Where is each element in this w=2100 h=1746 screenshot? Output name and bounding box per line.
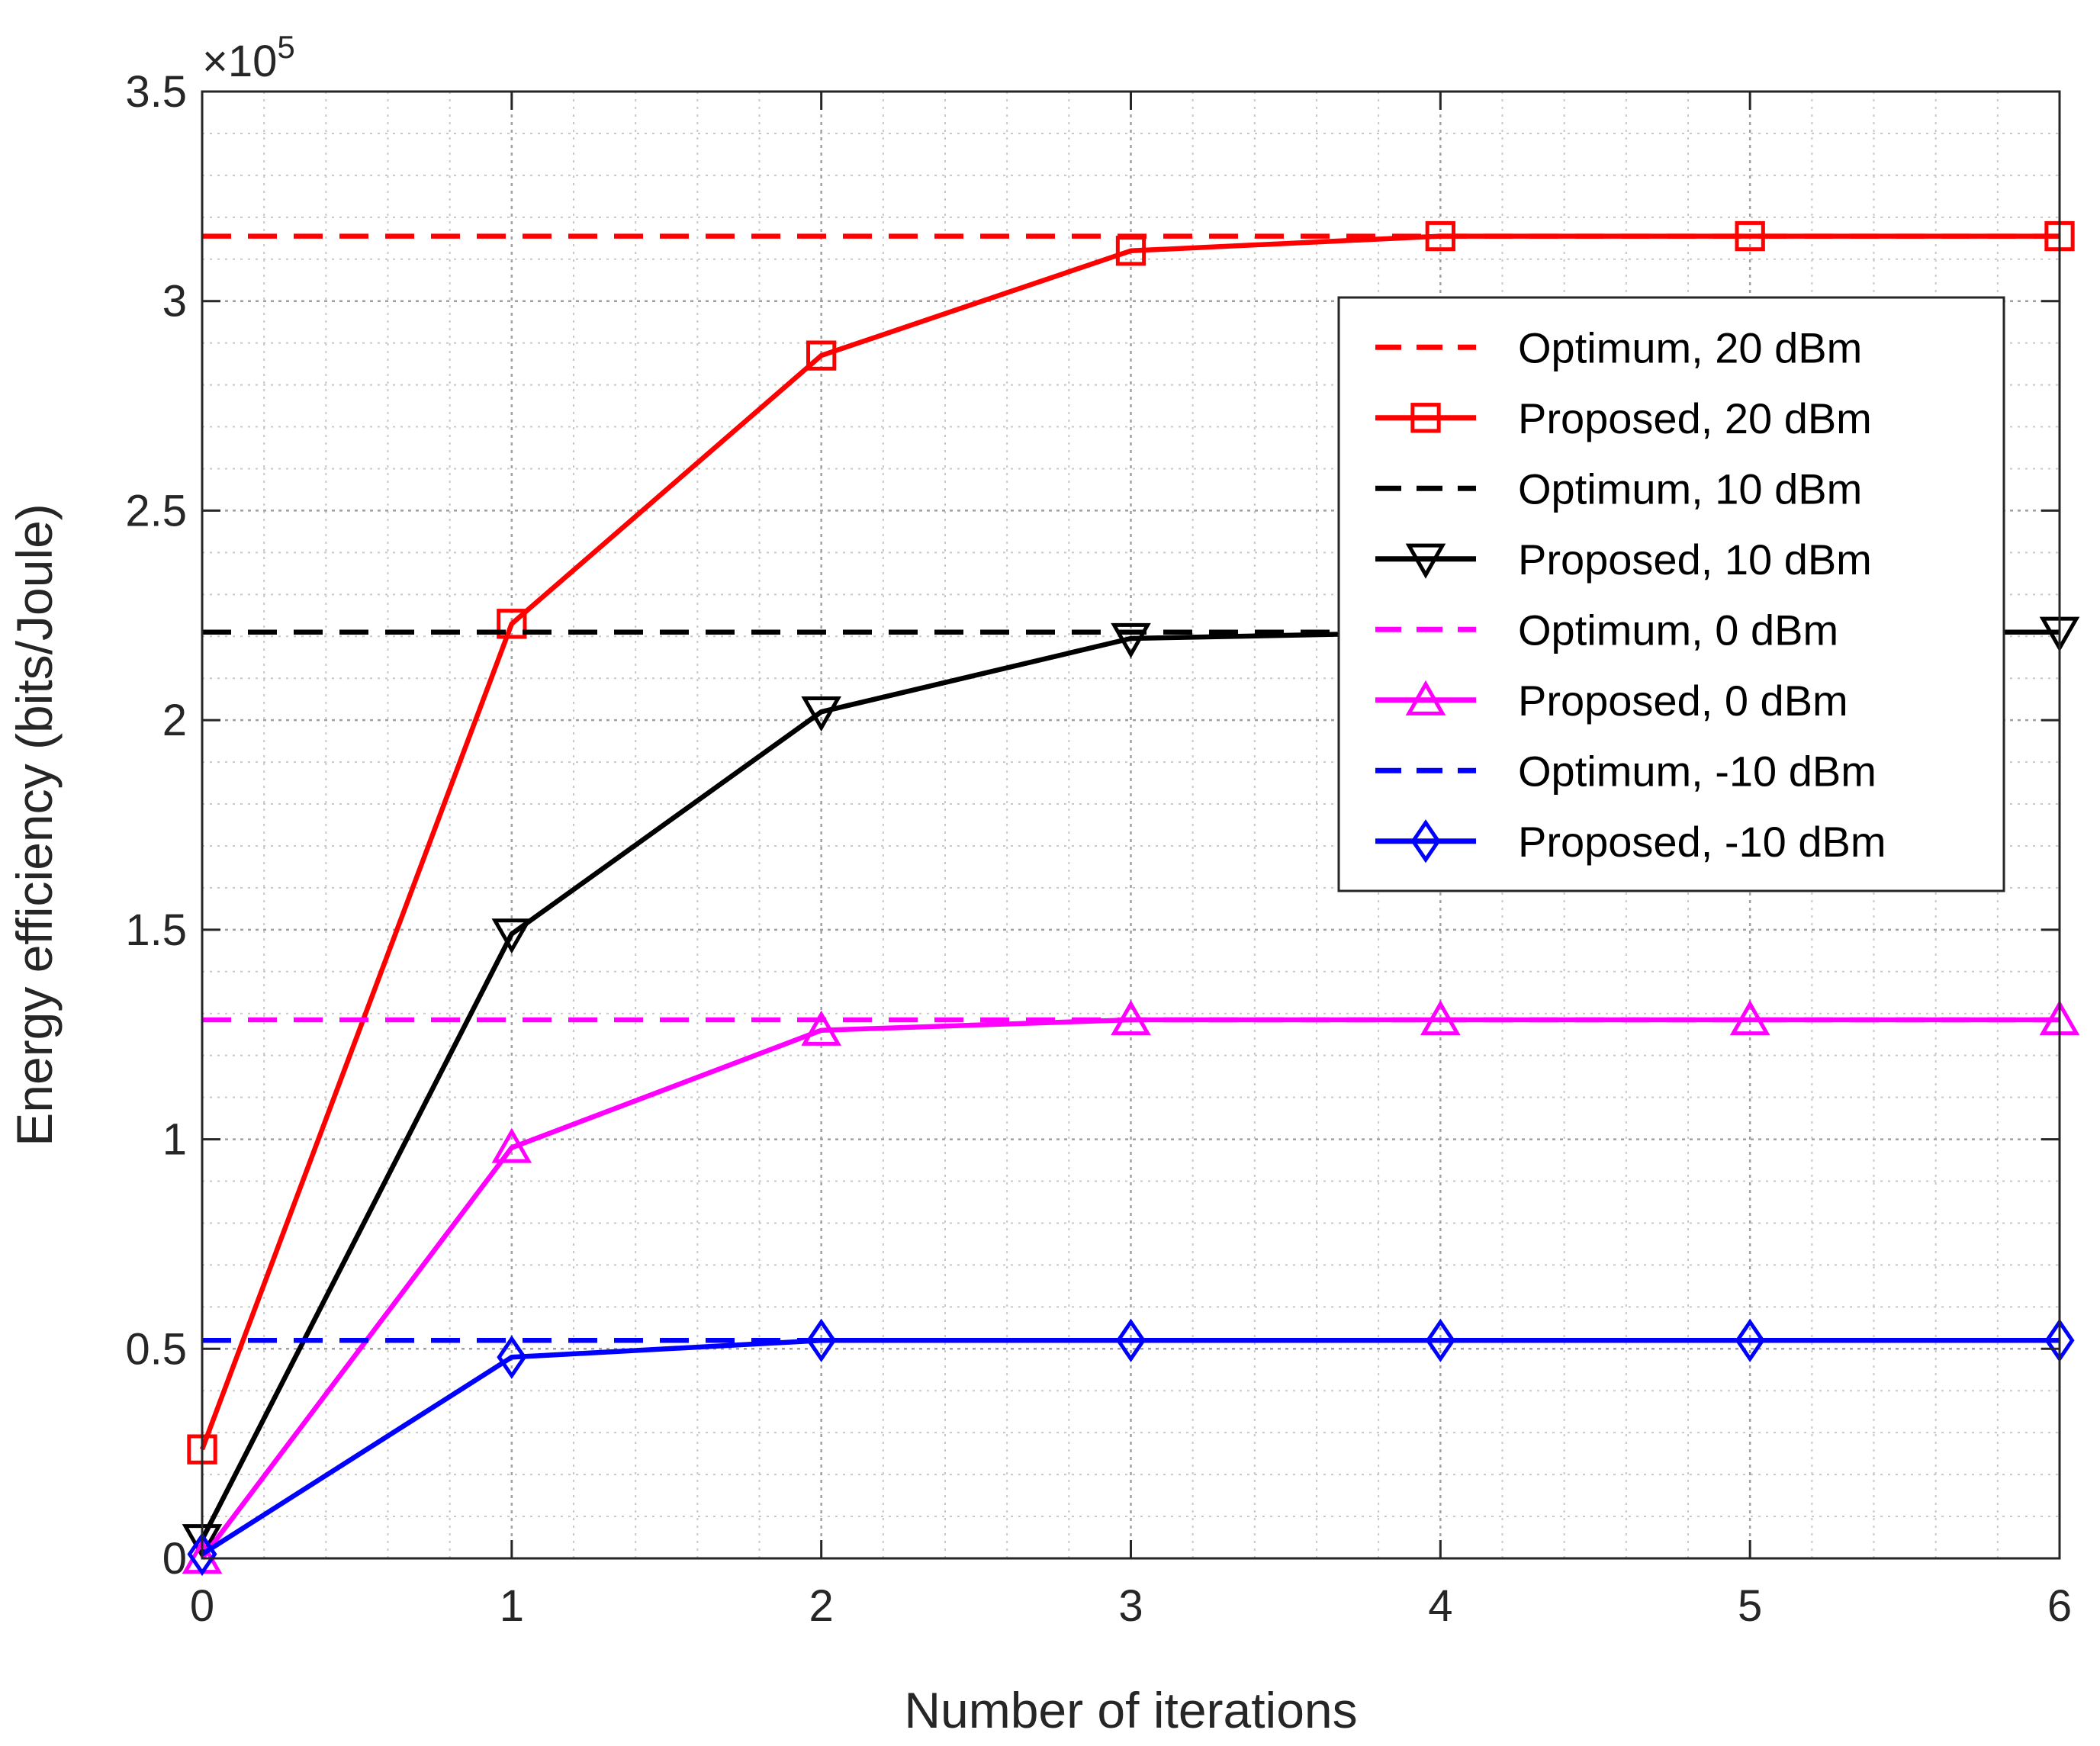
data-point-marker bbox=[187, 1532, 217, 1577]
y-tick-labels: 0 0.5 1 1.5 2 2.5 3 3.5 bbox=[125, 67, 187, 1584]
legend-label: Optimum, -10 dBm bbox=[1518, 747, 1876, 795]
data-point-marker bbox=[491, 1127, 532, 1163]
series-layer bbox=[182, 220, 2080, 1577]
y-multiplier-exponent: 5 bbox=[277, 29, 294, 65]
y-axis-multiplier: ×105 bbox=[202, 29, 295, 86]
data-point-marker bbox=[801, 696, 841, 732]
data-point-marker bbox=[1111, 1000, 1151, 1036]
legend-marker bbox=[1405, 543, 1446, 579]
data-point-marker bbox=[497, 609, 527, 639]
x-tick-label: 2 bbox=[809, 1581, 834, 1631]
legend-item: Proposed, -10 dBm bbox=[1375, 818, 1886, 866]
legend-item: Proposed, 10 dBm bbox=[1375, 535, 1872, 584]
data-point-marker bbox=[1735, 220, 1765, 252]
x-tick-label: 3 bbox=[1118, 1581, 1143, 1631]
legend-box bbox=[1337, 296, 2005, 892]
data-point-marker bbox=[1729, 1000, 1770, 1036]
data-point-marker bbox=[1735, 1318, 1765, 1362]
series-1 bbox=[187, 220, 2075, 1465]
legend-item: Optimum, 10 dBm bbox=[1375, 465, 1862, 513]
y-tick-label: 3.5 bbox=[125, 67, 187, 117]
data-point-marker bbox=[806, 1318, 837, 1362]
x-tick-label: 1 bbox=[500, 1581, 524, 1631]
legend-label: Optimum, 10 dBm bbox=[1518, 465, 1862, 513]
legend-label: Proposed, 10 dBm bbox=[1518, 535, 1872, 584]
data-point-marker bbox=[1420, 1000, 1461, 1036]
legend: Optimum, 20 dBm Proposed, 20 dBm Optimum, … bbox=[1337, 296, 2005, 892]
series-5 bbox=[182, 1000, 2080, 1574]
data-point-marker bbox=[1115, 1318, 1146, 1362]
proposed-line bbox=[199, 233, 2060, 1451]
y-multiplier-base: ×10 bbox=[202, 37, 277, 86]
y-tick-label: 2 bbox=[162, 696, 187, 745]
legend-label: Proposed, 20 dBm bbox=[1518, 394, 1872, 442]
y-tick-label: 0.5 bbox=[125, 1324, 187, 1374]
y-axis-title: Energy efficiency (bits/Joule) bbox=[6, 503, 63, 1146]
data-point-marker bbox=[1425, 220, 1455, 252]
legend-marker bbox=[1405, 680, 1446, 715]
x-tick-label: 4 bbox=[1428, 1581, 1452, 1631]
legend-marker bbox=[1410, 819, 1441, 863]
x-tick-label: 0 bbox=[190, 1581, 214, 1631]
legend-item: Optimum, 0 dBm bbox=[1375, 606, 1838, 654]
data-point-marker bbox=[1115, 236, 1146, 266]
y-tick-label: 0 bbox=[162, 1534, 187, 1584]
y-tick-label: 3 bbox=[162, 277, 187, 326]
y-tick-label: 2.5 bbox=[125, 486, 187, 535]
legend-label: Optimum, 0 dBm bbox=[1518, 606, 1838, 654]
legend-item: Proposed, 0 dBm bbox=[1375, 677, 1848, 725]
x-tick-labels: 0 1 2 3 4 5 6 bbox=[190, 1581, 2072, 1631]
axis-ticks bbox=[201, 90, 2061, 1560]
x-axis-title: Number of iterations bbox=[904, 1682, 1357, 1738]
legend-label: Proposed, -10 dBm bbox=[1518, 818, 1886, 866]
x-tick-label: 5 bbox=[1738, 1581, 1762, 1631]
data-point-marker bbox=[801, 1010, 841, 1046]
proposed-line bbox=[201, 1338, 2060, 1557]
y-tick-label: 1 bbox=[162, 1115, 187, 1165]
legend-item: Optimum, 20 dBm bbox=[1375, 323, 1862, 371]
legend-label: Proposed, 0 dBm bbox=[1518, 677, 1848, 725]
data-point-marker bbox=[1425, 1318, 1455, 1362]
y-tick-label: 1.5 bbox=[125, 905, 187, 955]
data-point-marker bbox=[497, 1335, 527, 1379]
proposed-line bbox=[200, 1017, 2060, 1560]
data-point-marker bbox=[806, 340, 837, 371]
data-point-marker bbox=[1111, 622, 1151, 658]
x-tick-label: 6 bbox=[2047, 1581, 2072, 1631]
data-point-marker bbox=[491, 918, 532, 954]
legend-item: Optimum, -10 dBm bbox=[1375, 747, 1876, 795]
legend-marker bbox=[1410, 403, 1441, 433]
legend-item: Proposed, 20 dBm bbox=[1375, 394, 1872, 442]
legend-label: Optimum, 20 dBm bbox=[1518, 323, 1862, 371]
